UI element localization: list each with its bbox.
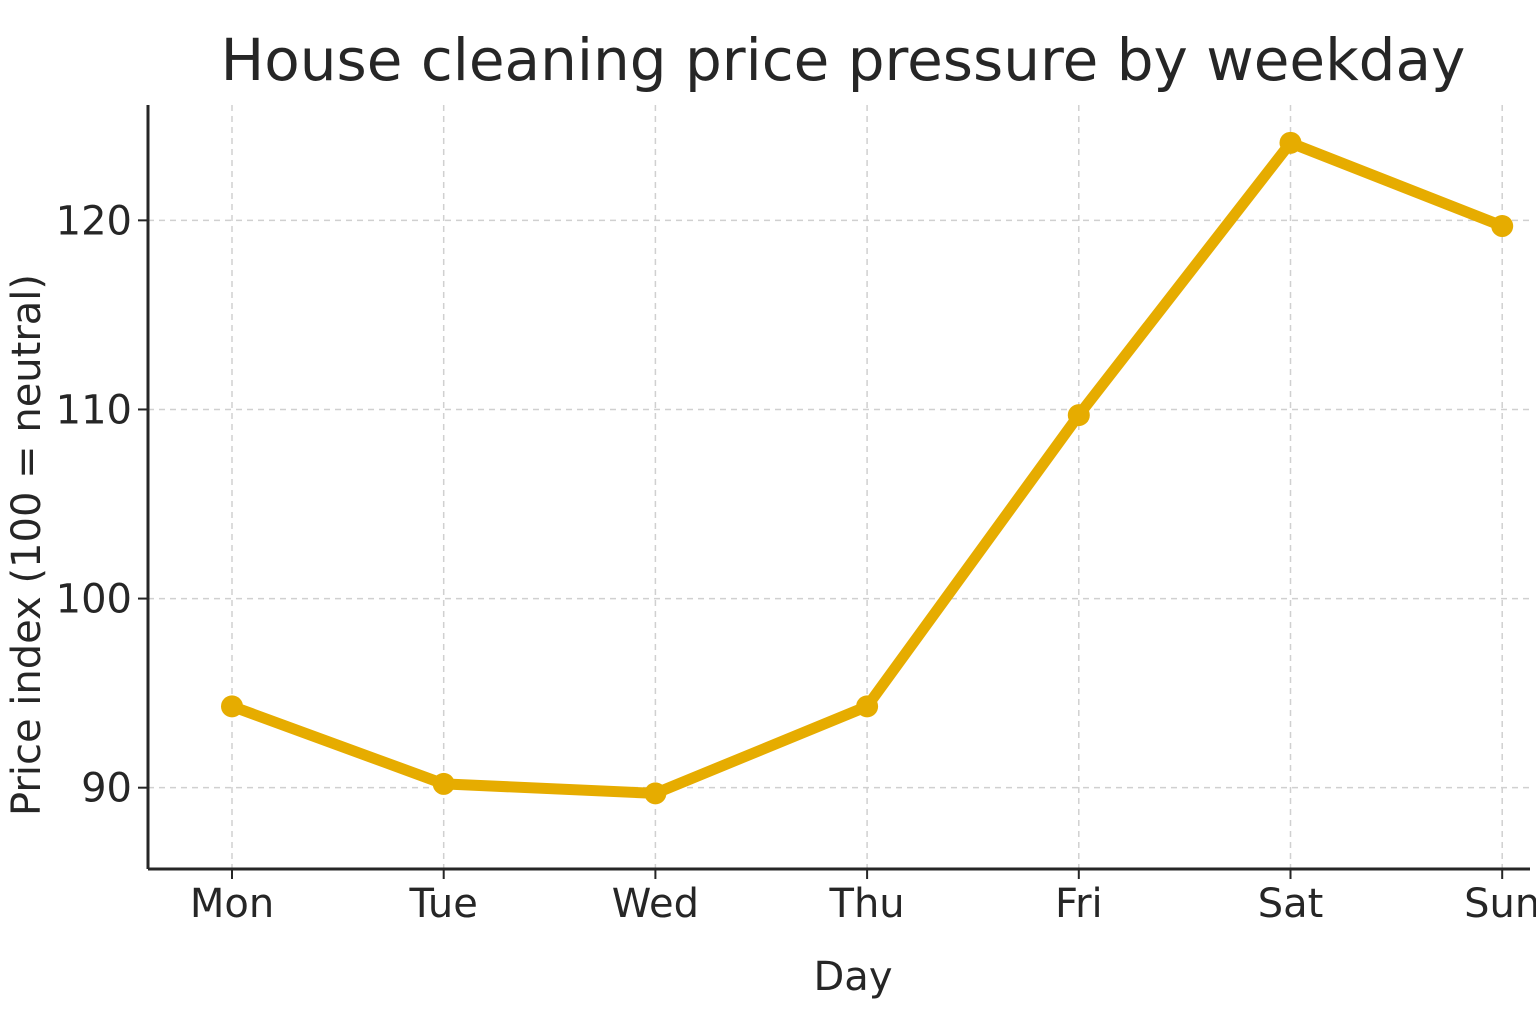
x-tick-label: Thu <box>829 881 905 927</box>
x-ticks: Mon Tue Wed Thu Fri Sat Sun <box>190 869 1536 927</box>
y-tick-label: 100 <box>56 577 132 623</box>
x-axis-label: Day <box>814 954 893 1000</box>
y-axis-label: Price index (100 = neutral) <box>4 274 50 816</box>
x-tick-label: Fri <box>1055 881 1103 927</box>
y-tick-label: 90 <box>81 766 132 812</box>
data-point <box>221 695 243 718</box>
data-point <box>432 772 455 795</box>
data-point <box>1067 404 1090 427</box>
x-tick-label: Sun <box>1464 881 1536 927</box>
y-tick-label: 120 <box>56 198 132 244</box>
x-tick-label: Tue <box>409 881 478 927</box>
x-tick-label: Sat <box>1258 881 1324 927</box>
x-tick-label: Mon <box>190 881 274 927</box>
data-point <box>644 782 667 805</box>
axes <box>146 105 1530 871</box>
x-tick-label: Wed <box>612 881 699 927</box>
data-point <box>1491 215 1514 238</box>
data-point <box>1279 131 1302 154</box>
data-point <box>856 695 879 718</box>
chart-title: House cleaning price pressure by weekday <box>221 26 1466 94</box>
y-ticks: 90 100 110 120 <box>56 198 148 812</box>
y-tick-label: 110 <box>56 387 132 433</box>
series <box>221 131 1514 805</box>
